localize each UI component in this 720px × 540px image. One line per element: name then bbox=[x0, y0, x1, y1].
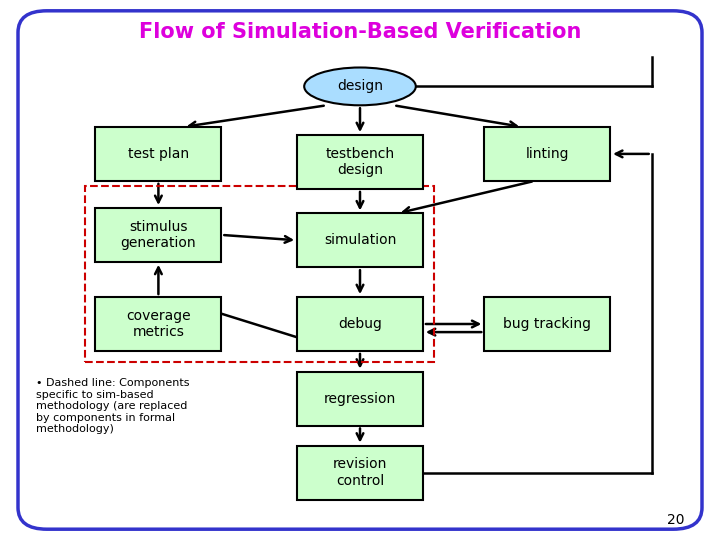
Bar bbox=[85, 186, 434, 362]
Ellipse shape bbox=[304, 68, 416, 105]
FancyBboxPatch shape bbox=[95, 208, 222, 262]
FancyBboxPatch shape bbox=[95, 297, 222, 351]
FancyBboxPatch shape bbox=[297, 372, 423, 426]
Text: debug: debug bbox=[338, 317, 382, 331]
FancyBboxPatch shape bbox=[297, 446, 423, 500]
Text: bug tracking: bug tracking bbox=[503, 317, 591, 331]
Text: testbench
design: testbench design bbox=[325, 147, 395, 177]
Text: Flow of Simulation-Based Verification: Flow of Simulation-Based Verification bbox=[139, 22, 581, 43]
Text: • Dashed line: Components
specific to sim-based
methodology (are replaced
by com: • Dashed line: Components specific to si… bbox=[36, 378, 189, 434]
Text: stimulus
generation: stimulus generation bbox=[120, 220, 197, 250]
Text: design: design bbox=[337, 79, 383, 93]
Text: 20: 20 bbox=[667, 512, 684, 526]
FancyBboxPatch shape bbox=[484, 127, 610, 181]
Text: regression: regression bbox=[324, 392, 396, 406]
FancyBboxPatch shape bbox=[484, 297, 610, 351]
Text: test plan: test plan bbox=[128, 147, 189, 161]
FancyBboxPatch shape bbox=[297, 135, 423, 189]
FancyBboxPatch shape bbox=[95, 127, 222, 181]
Text: linting: linting bbox=[526, 147, 569, 161]
FancyBboxPatch shape bbox=[18, 11, 702, 529]
FancyBboxPatch shape bbox=[297, 213, 423, 267]
Text: revision
control: revision control bbox=[333, 457, 387, 488]
FancyBboxPatch shape bbox=[297, 297, 423, 351]
Text: coverage
metrics: coverage metrics bbox=[126, 309, 191, 339]
Text: simulation: simulation bbox=[324, 233, 396, 247]
